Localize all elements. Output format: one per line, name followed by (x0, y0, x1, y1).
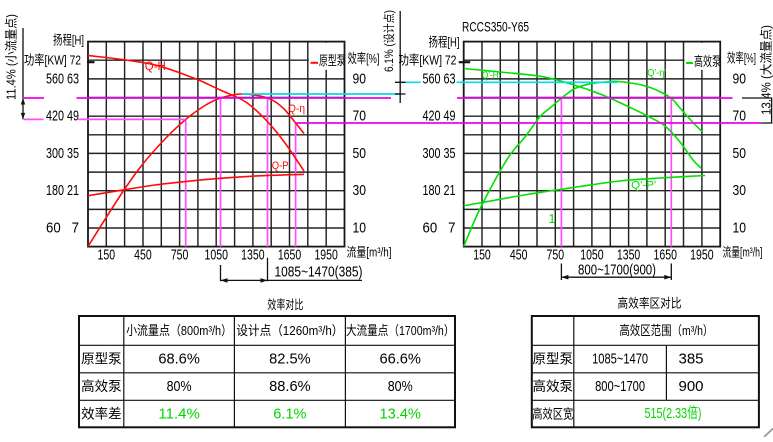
svg-text:11.4% (小流量点): 11.4% (小流量点) (5, 14, 19, 100)
svg-text:原型泵: 原型泵 (319, 53, 346, 68)
svg-text:60 7: 60 7 (46, 220, 79, 237)
svg-text:高效泵: 高效泵 (694, 54, 721, 69)
svg-text:Q'-P': Q'-P' (631, 179, 656, 191)
svg-text:效率[%]: 效率[%] (727, 51, 756, 66)
svg-text:750: 750 (547, 247, 565, 264)
svg-text:1: 1 (549, 212, 556, 226)
svg-text:设计点（1260m³/h）: 设计点（1260m³/h） (236, 323, 343, 338)
svg-text:10: 10 (353, 220, 367, 237)
svg-text:70: 70 (733, 108, 747, 125)
svg-text:6.1% (设计点): 6.1% (设计点) (383, 10, 396, 72)
svg-text:80%: 80% (388, 378, 413, 395)
svg-text:高效率区对比: 高效率区对比 (618, 296, 682, 311)
svg-text:420 49: 420 49 (423, 108, 456, 125)
svg-text:560 63: 560 63 (46, 70, 79, 87)
svg-text:515(2.33倍): 515(2.33倍) (645, 405, 702, 422)
svg-text:流量[m³/h]: 流量[m³/h] (347, 246, 392, 260)
svg-text:1650: 1650 (654, 247, 677, 264)
svg-text:10: 10 (733, 220, 747, 237)
svg-text:原型泵: 原型泵 (81, 352, 122, 367)
svg-text:扬程[H]: 扬程[H] (429, 34, 460, 49)
svg-text:88.6%: 88.6% (269, 378, 311, 395)
svg-text:流量[m³/h]: 流量[m³/h] (723, 246, 763, 260)
svg-text:560 63: 560 63 (423, 70, 456, 87)
svg-text:450: 450 (134, 247, 152, 264)
svg-text:1650: 1650 (278, 247, 301, 264)
svg-text:1085~1470: 1085~1470 (592, 351, 648, 368)
svg-text:450: 450 (510, 247, 528, 264)
svg-text:大流量点（1700m³/h）: 大流量点（1700m³/h） (346, 323, 455, 338)
svg-text:300 35: 300 35 (46, 145, 79, 162)
svg-text:60 7: 60 7 (423, 220, 456, 237)
svg-text:90: 90 (353, 70, 367, 87)
svg-text:功率[KW] 72: 功率[KW] 72 (399, 52, 457, 67)
svg-text:Q-H: Q-H (145, 61, 166, 73)
svg-text:原型泵: 原型泵 (533, 352, 574, 367)
svg-text:11.4%: 11.4% (158, 405, 200, 422)
svg-text:30: 30 (353, 182, 367, 199)
svg-text:6.1%: 6.1% (273, 405, 306, 422)
svg-text:小流量点（800m³/h）: 小流量点（800m³/h） (126, 323, 232, 338)
svg-text:1050: 1050 (205, 247, 228, 264)
svg-text:高效区宽: 高效区宽 (532, 406, 573, 421)
svg-text:300 35: 300 35 (423, 145, 456, 162)
svg-text:800~1700(900): 800~1700(900) (578, 262, 656, 278)
svg-text:70: 70 (353, 108, 367, 125)
svg-text:RCCS350-Y65: RCCS350-Y65 (462, 19, 529, 35)
svg-text:420 49: 420 49 (46, 108, 79, 125)
svg-text:30: 30 (733, 182, 747, 199)
svg-text:90: 90 (733, 70, 747, 87)
svg-text:Q-P: Q-P (272, 160, 289, 172)
svg-text:800~1700: 800~1700 (595, 378, 645, 395)
svg-text:66.6%: 66.6% (379, 351, 421, 368)
svg-text:68.6%: 68.6% (158, 351, 200, 368)
svg-text:180 21: 180 21 (423, 182, 456, 199)
svg-text:750: 750 (171, 247, 189, 264)
svg-text:1950: 1950 (314, 247, 337, 264)
svg-text:扬程[H]: 扬程[H] (53, 32, 84, 47)
svg-text:1085~1470(385): 1085~1470(385) (275, 265, 363, 281)
svg-text:180 21: 180 21 (46, 182, 79, 199)
svg-text:900: 900 (679, 378, 704, 395)
svg-text:功率[KW] 72: 功率[KW] 72 (24, 52, 81, 67)
svg-text:13.4%: 13.4% (379, 405, 421, 422)
svg-text:50: 50 (733, 145, 747, 162)
svg-text:13.4% (大流量点): 13.4% (大流量点) (760, 25, 773, 115)
svg-text:1950: 1950 (690, 247, 713, 264)
svg-text:1050: 1050 (580, 247, 603, 264)
svg-text:Q-η: Q-η (288, 103, 305, 115)
svg-text:385: 385 (679, 351, 704, 368)
svg-text:Q'-H': Q'-H' (482, 70, 500, 82)
svg-text:高效泵: 高效泵 (81, 378, 122, 394)
svg-text:150: 150 (473, 247, 491, 264)
svg-text:50: 50 (353, 145, 367, 162)
svg-text:80%: 80% (167, 378, 192, 395)
svg-text:1350: 1350 (241, 247, 264, 264)
svg-text:效率[%]: 效率[%] (348, 51, 380, 66)
svg-text:Q'-η': Q'-η' (647, 67, 666, 79)
svg-text:效率差: 效率差 (81, 405, 122, 421)
svg-text:150: 150 (98, 247, 116, 264)
svg-text:高效泵: 高效泵 (533, 378, 574, 394)
svg-text:高效区范围（m³/h）: 高效区范围（m³/h） (619, 323, 713, 338)
svg-text:82.5%: 82.5% (269, 351, 311, 368)
svg-text:1350: 1350 (617, 247, 640, 264)
svg-text:效率对比: 效率对比 (267, 297, 303, 312)
